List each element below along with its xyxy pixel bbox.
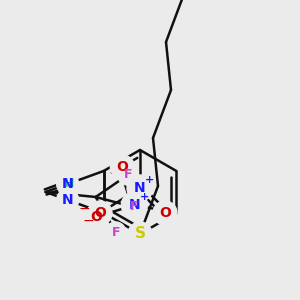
- Circle shape: [153, 201, 177, 225]
- Circle shape: [57, 189, 79, 211]
- Text: −: −: [79, 202, 90, 216]
- Text: H: H: [65, 178, 74, 190]
- Text: O: O: [94, 206, 106, 220]
- Circle shape: [57, 173, 79, 195]
- Circle shape: [88, 201, 112, 225]
- Circle shape: [118, 165, 138, 185]
- Text: +: +: [140, 192, 149, 202]
- Circle shape: [110, 155, 134, 179]
- Circle shape: [106, 222, 126, 242]
- Text: F: F: [129, 200, 138, 214]
- Text: O: O: [116, 160, 128, 174]
- Circle shape: [122, 192, 147, 218]
- Circle shape: [128, 222, 152, 246]
- Text: N: N: [62, 177, 74, 191]
- Text: O: O: [159, 206, 171, 220]
- Text: F: F: [111, 226, 120, 238]
- Text: N: N: [129, 198, 140, 212]
- Circle shape: [84, 205, 108, 229]
- Text: S: S: [134, 226, 146, 242]
- Circle shape: [124, 197, 144, 217]
- Text: O: O: [90, 210, 102, 224]
- Text: F: F: [123, 169, 132, 182]
- Text: +: +: [146, 175, 154, 185]
- Text: N: N: [62, 193, 74, 207]
- Text: −: −: [82, 214, 94, 228]
- Text: N: N: [134, 181, 146, 195]
- Circle shape: [127, 175, 153, 201]
